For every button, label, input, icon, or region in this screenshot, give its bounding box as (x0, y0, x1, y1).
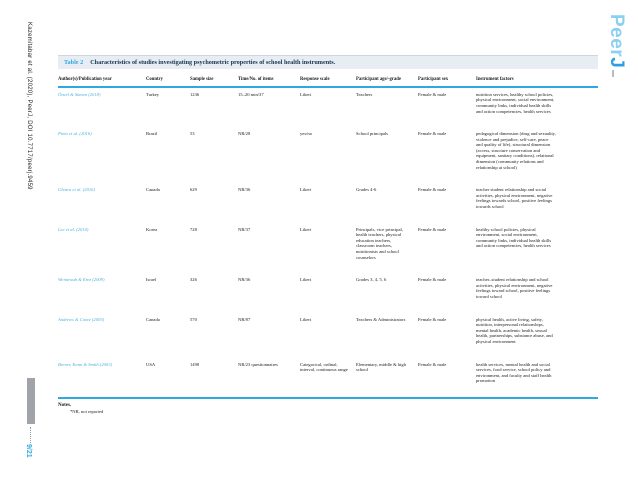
column-header: Time/No. of items (238, 69, 300, 88)
author-citation-link[interactable]: Weintraub & Erez (2009) (58, 277, 105, 283)
table-title: Characteristics of studies investigating… (90, 59, 336, 66)
author-citation-link[interactable]: Öncel & Sümen (2018) (58, 91, 101, 97)
table-cell: Turkey (146, 91, 160, 97)
table-cell: 629 (190, 187, 197, 193)
author-citation-link[interactable]: Lee et al. (2014) (58, 226, 89, 232)
table-cell: NR/28 (238, 131, 251, 137)
table-cell: Principals, vice principal, health teach… (356, 226, 403, 260)
table-figure: Table 2 Characteristics of studies inves… (58, 55, 598, 414)
table-cell: nutrition services, healthy school polic… (476, 91, 555, 114)
table-cell: NR/87 (238, 316, 251, 322)
table-cell: NR/37 (238, 226, 251, 232)
author-citation-link[interactable]: Ghotra et al. (2016) (58, 187, 96, 193)
table-cell: Likert (300, 187, 312, 193)
sidebar-dotted-rule (30, 427, 31, 443)
table-row: Andrews & Conte (2005) Canada 570 NR/87 Like… (58, 313, 598, 358)
table-cell: Female & male (418, 277, 447, 283)
table-cell: Grades 4-6 (356, 187, 377, 193)
sidebar-citation: Kazemitabar et al. (2020), PeerJ, DOI 10… (26, 22, 32, 190)
table-cell: Likert (300, 226, 312, 232)
page-number: 9/21 (25, 444, 32, 458)
table-cell: teacher student relationship and social … (476, 187, 553, 210)
table-cell: Likert (300, 277, 312, 283)
table-cell: Canada (146, 187, 160, 193)
table-cell: health services, mental health and socia… (476, 361, 552, 384)
table-cell: Teachers & Administrators (356, 316, 406, 322)
table-cell: teacher–student relationship and school … (476, 277, 553, 299)
table-cell: 15–20 min/37 (238, 91, 264, 97)
table-cell: Female & male (418, 226, 447, 232)
table-cell: Brazil (146, 131, 158, 137)
table-row: Pinto et al. (2016) Brazil 53 NR/28 yes/no Sc… (58, 127, 598, 183)
column-header: Response scale (300, 69, 356, 88)
table-cell: 728 (190, 226, 197, 232)
characteristics-table: Author(s)/Publication year Country Sample … (58, 69, 598, 399)
notes-heading: Notes. (58, 402, 72, 408)
table-cell: Categorical, ordinal, interval, continuo… (300, 361, 348, 373)
table-cell: healthy school policies, physical enviro… (476, 226, 552, 249)
table-cell: NR/23 questionnaires (238, 361, 278, 367)
table-cell: Canada (146, 316, 160, 322)
table-label: Table 2 (64, 59, 84, 66)
table-cell: physical health, active living, safety, … (476, 316, 553, 344)
table-body: Öncel & Sümen (2018) Turkey 1236 15–20 min/… (58, 87, 598, 398)
table-caption: Table 2 Characteristics of studies inves… (58, 55, 598, 69)
table-header: Author(s)/Publication year Country Sample … (58, 69, 598, 88)
table-row: Weintraub & Erez (2009) Israel 326 NR/36 Lik… (58, 273, 598, 312)
peerj-logo-light: Peer (606, 14, 627, 58)
table-cell: yes/no (300, 131, 312, 137)
notes-text: *NR, not reported (70, 408, 104, 414)
table-cell: pedagogical dimension (drug and sexualit… (476, 131, 556, 170)
author-citation-link[interactable]: Pinto et al. (2016) (58, 131, 92, 137)
table-cell: Likert (300, 91, 312, 97)
table-cell: Teachers (356, 91, 373, 97)
header-row: Author(s)/Publication year Country Sample … (58, 69, 598, 88)
author-citation-link[interactable]: Andrews & Conte (2005) (58, 316, 105, 322)
table-row: Brener, Kann & Smith (2003) USA 1498 NR/23 … (58, 358, 598, 398)
table-cell: Israel (146, 277, 157, 283)
column-header: Country (146, 69, 190, 88)
sidebar-gray-marker (27, 378, 35, 424)
table-cell: Female & male (418, 361, 447, 367)
table-cell: NR/36 (238, 187, 251, 193)
table-cell: NR/36 (238, 277, 251, 283)
author-citation-link[interactable]: Brener, Kann & Smith (2003) (58, 361, 113, 367)
table-cell: Female & male (418, 131, 447, 137)
table-cell: 1236 (190, 91, 200, 97)
column-header: Instrument factors (476, 69, 598, 88)
table-cell: 1498 (190, 361, 200, 367)
table-row: Öncel & Sümen (2018) Turkey 1236 15–20 min/… (58, 87, 598, 127)
table-row: Ghotra et al. (2016) Canada 629 NR/36 Likert… (58, 183, 598, 222)
table-cell: USA (146, 361, 156, 367)
table-row: Lee et al. (2014) Korea 728 NR/37 Likert Prin… (58, 223, 598, 274)
table-cell: 570 (190, 316, 197, 322)
table-cell: Female & male (418, 91, 447, 97)
table-cell: School principals (356, 131, 389, 137)
logo-dash (612, 70, 614, 77)
table-cell: Female & male (418, 187, 447, 193)
table-cell: Grades 3, 4, 5, 6 (356, 277, 387, 283)
table-cell: Elementary, middle & high school (356, 361, 406, 373)
peerj-logo: PeerJ (606, 14, 627, 69)
peerj-logo-dark: J (606, 57, 627, 69)
column-header: Author(s)/Publication year (58, 69, 146, 88)
column-header: Participant age/-grade (356, 69, 418, 88)
table-cell: Likert (300, 316, 312, 322)
column-header: Sample size (190, 69, 238, 88)
table-cell: Female & male (418, 316, 447, 322)
column-header: Participant sex (418, 69, 476, 88)
table-cell: 53 (190, 131, 195, 137)
table-notes: Notes. *NR, not reported (58, 403, 598, 414)
table-cell: 326 (190, 277, 197, 283)
table-cell: Korea (146, 226, 158, 232)
